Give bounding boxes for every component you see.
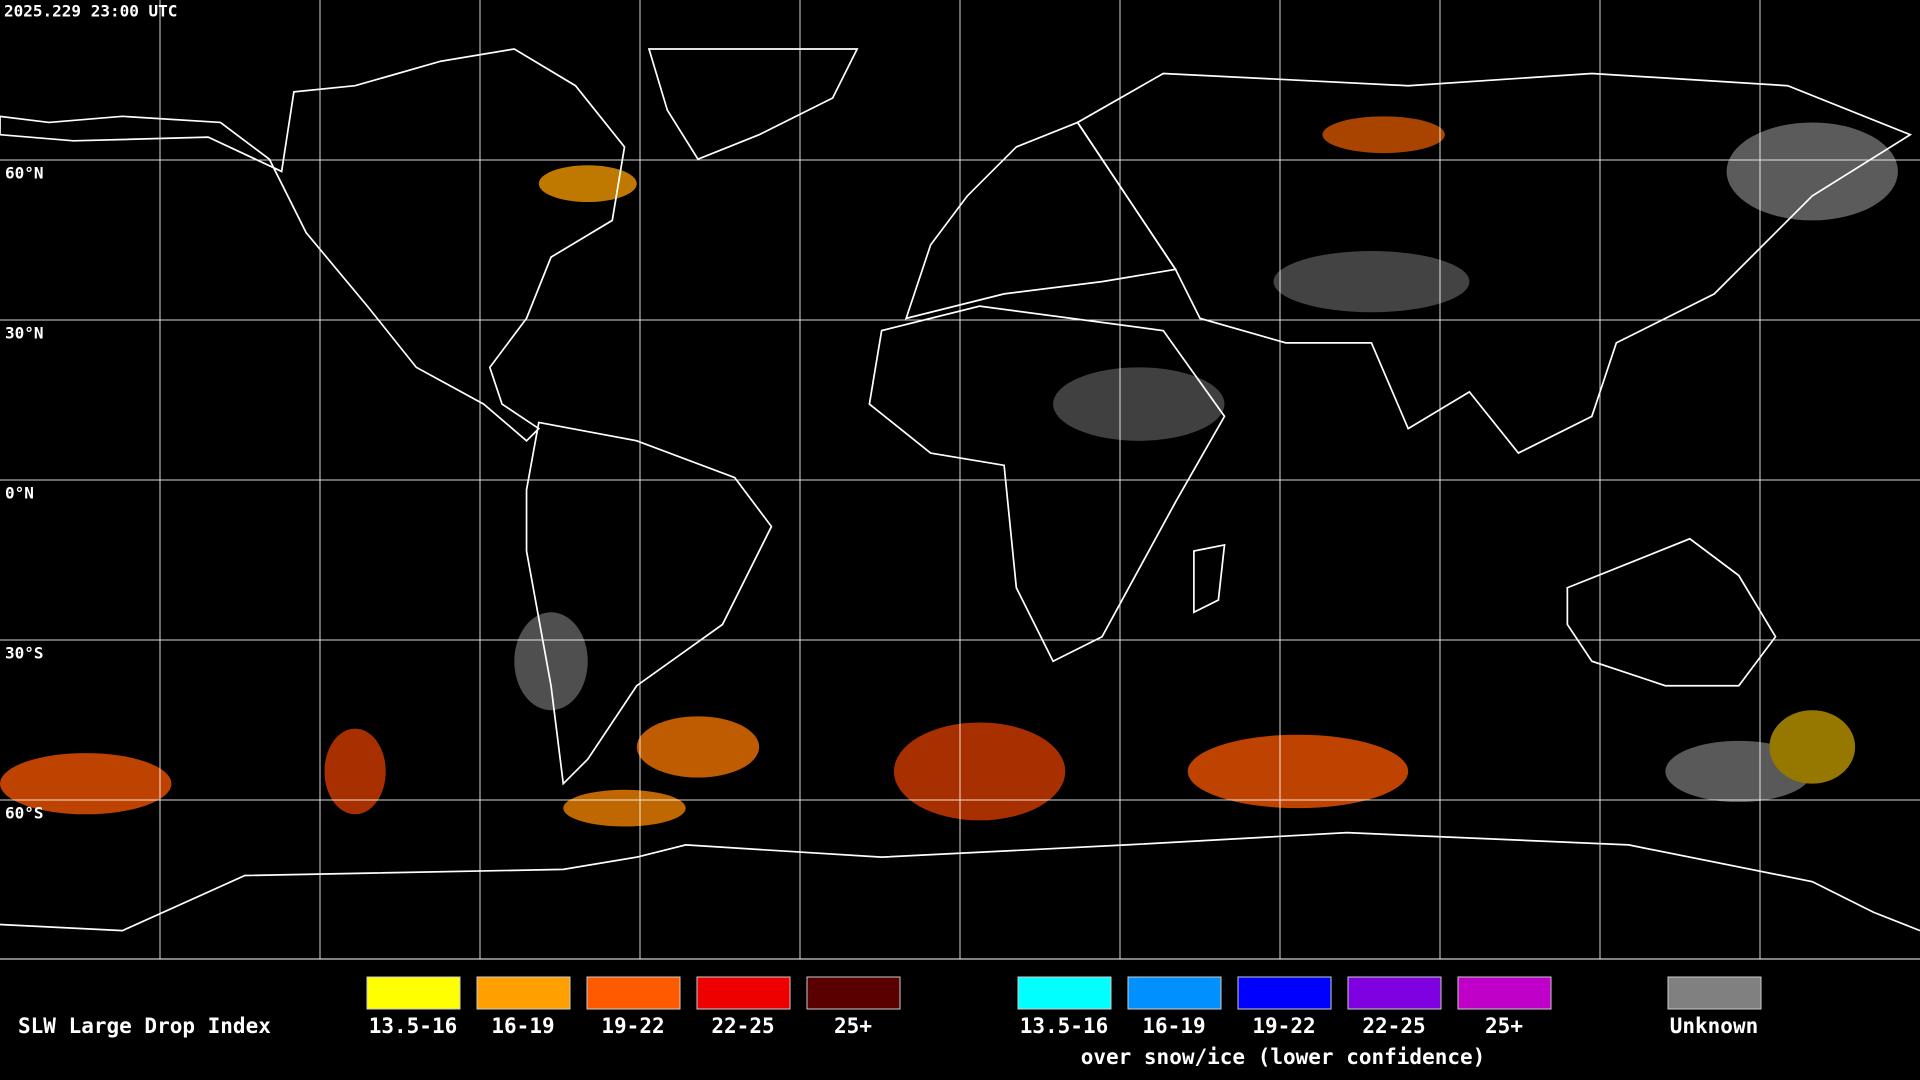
legend-label: 22-25 <box>711 1014 774 1038</box>
latitude-label: 30°S <box>5 644 44 663</box>
legend-swatch <box>1237 976 1332 1010</box>
legend-swatch <box>696 976 791 1010</box>
cloud-patches <box>0 116 1898 827</box>
legend-label: 13.5-16 <box>1020 1014 1109 1038</box>
legend-caption: over snow/ice (lower confidence) <box>1081 1045 1486 1069</box>
legend-label: 16-19 <box>491 1014 554 1038</box>
legend-swatch <box>476 976 571 1010</box>
latitude-label: 60°N <box>5 164 44 183</box>
latitude-label: 60°S <box>5 804 44 823</box>
legend-swatch <box>1347 976 1442 1010</box>
legend-label: 19-22 <box>1252 1014 1315 1038</box>
legend-label: 16-19 <box>1142 1014 1205 1038</box>
legend-swatch <box>1127 976 1222 1010</box>
legend-swatch <box>366 976 461 1010</box>
latitude-label: 30°N <box>5 324 44 343</box>
timestamp: 2025.229 23:00 UTC <box>4 2 177 21</box>
legend-swatch <box>1667 976 1762 1010</box>
legend-label: Unknown <box>1670 1014 1759 1038</box>
legend-swatch <box>806 976 901 1010</box>
legend-swatch <box>586 976 681 1010</box>
legend-label: 13.5-16 <box>369 1014 458 1038</box>
legend-title: SLW Large Drop Index <box>18 1014 271 1038</box>
legend-label: 22-25 <box>1362 1014 1425 1038</box>
map: 60°N 30°N 0°N 30°S 60°S <box>0 0 1920 959</box>
legend-label: 25+ <box>1485 1014 1523 1038</box>
latitude-label: 0°N <box>5 484 34 503</box>
legend-swatch <box>1017 976 1112 1010</box>
legend-label: 19-22 <box>601 1014 664 1038</box>
imagery <box>0 48 1920 932</box>
legend-label: 25+ <box>834 1014 872 1038</box>
coastlines <box>0 48 1920 932</box>
legend-swatch <box>1457 976 1552 1010</box>
